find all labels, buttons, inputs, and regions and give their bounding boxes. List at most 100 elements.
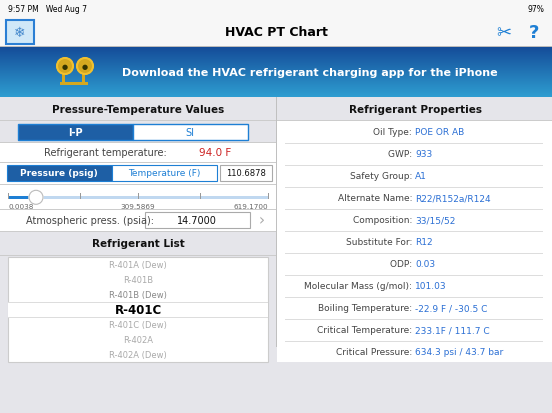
Bar [285, 231, 543, 232]
Circle shape [29, 191, 43, 205]
Bar [0, 92, 552, 93]
Bar [0, 59, 552, 60]
Circle shape [77, 59, 93, 75]
Bar [0, 53, 552, 54]
Text: R-401C: R-401C [114, 303, 162, 316]
Bar [0, 72, 552, 73]
Bar [0, 55, 552, 56]
Bar [0, 61, 552, 62]
Bar [0, 95, 552, 96]
Bar [145, 212, 250, 228]
Text: R-401A (Dew): R-401A (Dew) [109, 260, 167, 269]
Bar [285, 209, 543, 210]
Bar [0, 142, 277, 163]
Text: R-401B (Dew): R-401B (Dew) [109, 290, 167, 299]
Text: GWP:: GWP: [388, 150, 415, 159]
Text: SI: SI [185, 128, 194, 138]
Bar [277, 98, 552, 362]
Bar [0, 67, 552, 68]
Bar [0, 77, 552, 78]
Text: Pressure (psig): Pressure (psig) [20, 169, 98, 178]
Text: ›: › [259, 213, 265, 228]
Bar [276, 98, 277, 347]
Bar [7, 166, 112, 182]
Bar [8, 197, 36, 199]
Text: 14.7000: 14.7000 [177, 216, 217, 225]
Bar [0, 54, 552, 55]
Bar [285, 297, 543, 298]
Text: 0.0038: 0.0038 [8, 204, 33, 209]
Text: ?: ? [529, 24, 539, 42]
Bar [0, 98, 277, 122]
Circle shape [57, 59, 73, 75]
Bar [0, 94, 552, 95]
Text: Composition:: Composition: [353, 216, 415, 225]
Bar [0, 255, 277, 256]
Bar [0, 163, 277, 185]
Bar [0, 51, 552, 52]
Text: ●: ● [82, 64, 88, 70]
Bar [268, 194, 269, 199]
Bar [8, 257, 268, 362]
Bar [0, 83, 552, 84]
Text: 110.6878: 110.6878 [226, 169, 266, 178]
Bar [0, 63, 552, 64]
Bar [0, 231, 277, 255]
Text: R-402A: R-402A [123, 335, 153, 344]
Bar [0, 64, 552, 65]
Text: -22.9 F / -30.5 C: -22.9 F / -30.5 C [415, 304, 487, 313]
Bar [0, 78, 552, 79]
Bar [0, 62, 552, 63]
Bar [0, 81, 552, 82]
Text: Oil Type:: Oil Type: [373, 128, 415, 137]
Text: 309.5869: 309.5869 [121, 204, 155, 209]
Bar [0, 48, 552, 49]
Bar [0, 98, 552, 413]
Bar [200, 194, 201, 199]
Bar [8, 197, 268, 199]
Bar [220, 166, 272, 182]
Bar [0, 91, 552, 92]
Bar [0, 76, 552, 77]
Bar [0, 74, 552, 75]
Bar [0, 57, 552, 58]
Bar [0, 50, 552, 51]
Text: 933: 933 [415, 150, 432, 159]
Bar [0, 66, 552, 67]
Bar [0, 209, 277, 231]
Text: Alternate Name:: Alternate Name: [338, 194, 415, 203]
Bar [0, 73, 552, 74]
Bar [0, 82, 552, 83]
Bar [0, 142, 277, 143]
Bar [0, 71, 552, 72]
Text: 33/15/52: 33/15/52 [415, 216, 455, 225]
Bar [0, 75, 552, 76]
Bar [18, 125, 133, 141]
Text: Refrigerant Properties: Refrigerant Properties [348, 105, 481, 115]
Bar [277, 98, 552, 122]
Text: I-P: I-P [68, 128, 82, 138]
Bar [277, 362, 552, 413]
Bar [138, 194, 139, 199]
Bar [133, 125, 248, 141]
Text: R-401C (Dew): R-401C (Dew) [109, 320, 167, 329]
Bar [0, 18, 552, 48]
Text: 233.1F / 111.7 C: 233.1F / 111.7 C [415, 326, 490, 335]
Bar [0, 89, 552, 90]
Bar [0, 47, 552, 48]
Bar [80, 194, 81, 199]
Bar [8, 302, 268, 317]
Text: Atmospheric press. (psia):: Atmospheric press. (psia): [26, 216, 154, 225]
Text: Pressure-Temperature Values: Pressure-Temperature Values [52, 105, 224, 115]
Text: ❄: ❄ [14, 26, 26, 40]
Bar [0, 209, 277, 210]
Bar [0, 69, 552, 70]
Bar [285, 319, 543, 320]
Bar [285, 341, 543, 342]
Text: Substitute For:: Substitute For: [346, 238, 415, 247]
Bar [8, 317, 268, 318]
Bar [285, 275, 543, 276]
Bar [0, 56, 552, 57]
Text: 634.3 psi / 43.7 bar: 634.3 psi / 43.7 bar [415, 348, 503, 357]
Bar [0, 96, 552, 97]
